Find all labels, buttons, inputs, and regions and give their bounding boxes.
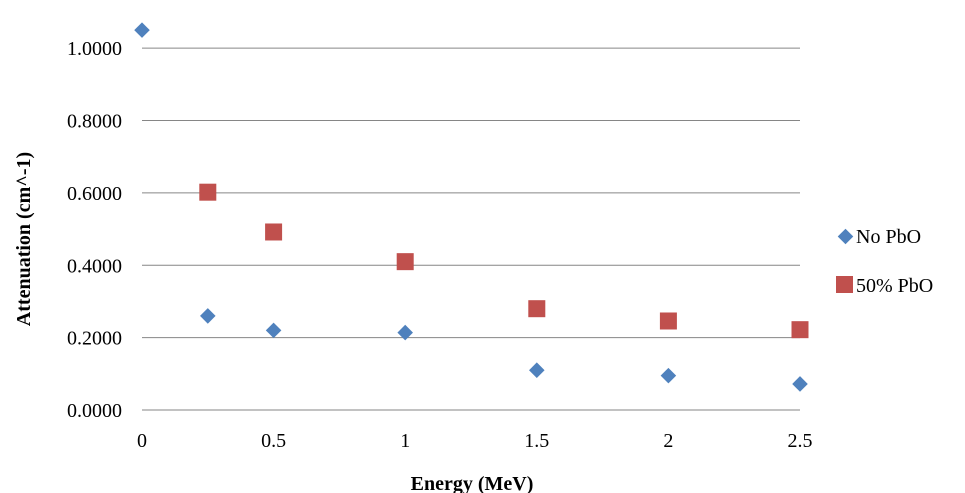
x-tick-labels: 0 0.5 1 1.5 2 2.5 xyxy=(137,430,813,452)
legend: No PbO 50% PbO xyxy=(836,226,933,297)
point-no-pbo xyxy=(660,367,677,384)
point-50-pbo xyxy=(528,300,546,318)
x-tick-label: 2.5 xyxy=(788,430,813,452)
x-tick-label: 1.5 xyxy=(524,430,549,452)
legend-label-no-pbo: No PbO xyxy=(856,226,921,248)
y-tick-label: 0.4000 xyxy=(67,255,122,277)
x-tick-label: 2 xyxy=(663,430,673,452)
legend-marker-no-pbo xyxy=(837,228,854,245)
point-50-pbo xyxy=(791,321,809,339)
y-tick-label: 1.0000 xyxy=(67,38,122,60)
grid-lines xyxy=(142,47,800,339)
x-tick-label: 0.5 xyxy=(261,430,286,452)
x-axis-title: Energy (MeV) xyxy=(411,473,534,493)
point-50-pbo xyxy=(199,183,217,201)
y-tick-labels: 0.0000 0.2000 0.4000 0.6000 0.8000 1.0000 xyxy=(67,38,122,422)
point-50-pbo xyxy=(396,253,414,271)
legend-item-no-pbo: No PbO xyxy=(837,226,921,248)
y-tick-label: 0.6000 xyxy=(67,183,122,205)
point-50-pbo xyxy=(265,223,283,241)
legend-item-50-pbo: 50% PbO xyxy=(836,275,933,297)
x-tick-label: 1 xyxy=(400,430,410,452)
y-tick-label: 0.0000 xyxy=(67,400,122,422)
y-axis-title: Attenuation (cm^-1) xyxy=(13,152,35,326)
y-tick-label: 0.2000 xyxy=(67,328,122,350)
x-tick-label: 0 xyxy=(137,430,147,452)
y-tick-label: 0.8000 xyxy=(67,111,122,133)
point-no-pbo xyxy=(529,362,545,378)
point-no-pbo xyxy=(200,308,216,324)
legend-label-50-pbo: 50% PbO xyxy=(856,275,933,297)
point-50-pbo xyxy=(659,312,677,330)
data-points xyxy=(134,22,809,392)
point-no-pbo xyxy=(792,376,808,392)
point-no-pbo xyxy=(265,322,282,339)
legend-marker-50-pbo xyxy=(836,276,853,293)
point-no-pbo xyxy=(134,22,150,38)
